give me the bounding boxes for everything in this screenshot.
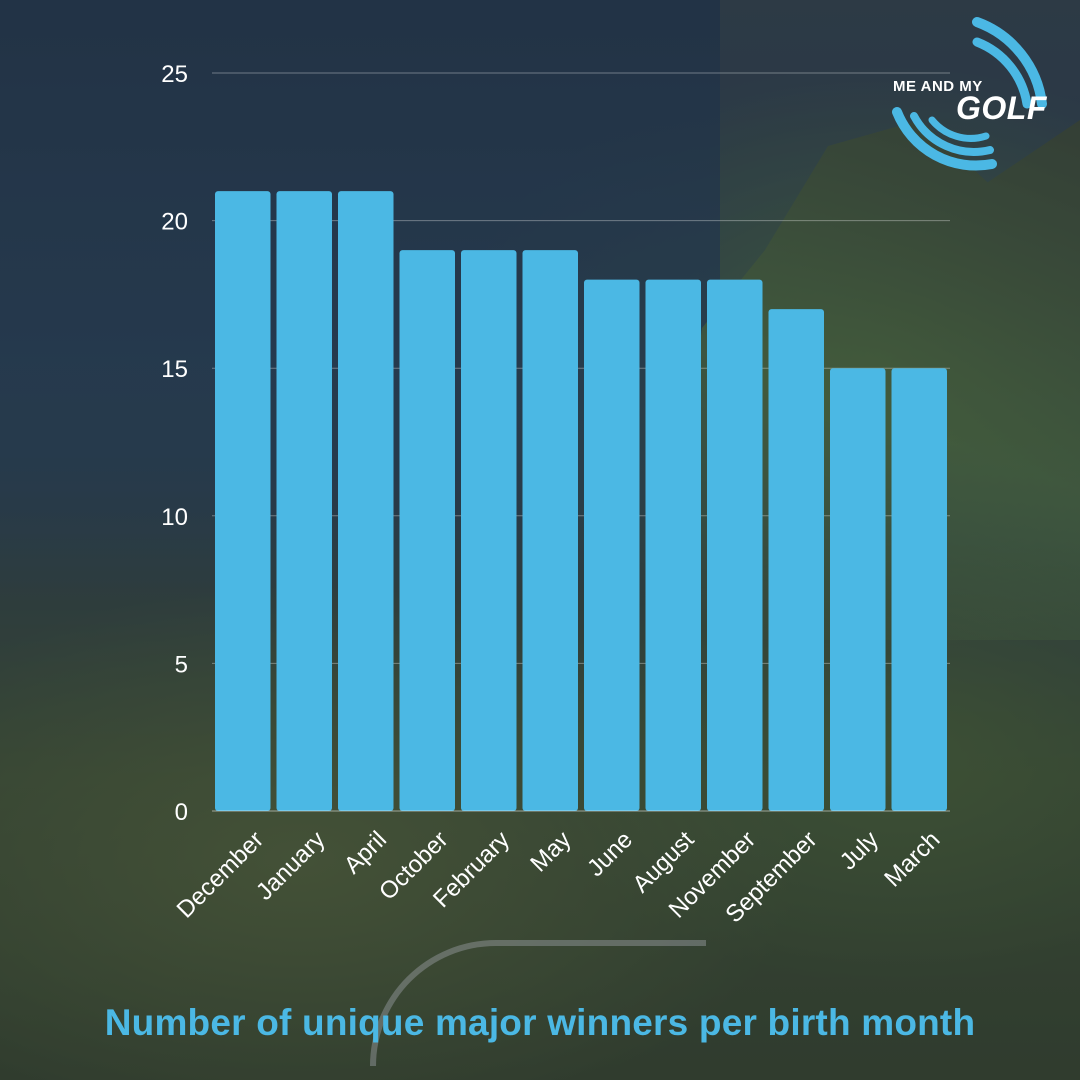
bar-march [891, 368, 947, 811]
y-tick-label: 0 [175, 799, 188, 826]
y-axis-tick-labels: 0 5 10 15 20 25 [161, 61, 188, 826]
me-and-my-golf-logo [892, 17, 1047, 171]
bar-may [522, 250, 578, 811]
bar-january [276, 191, 332, 811]
x-tick-label-june: June [582, 826, 638, 882]
bar-august [645, 279, 701, 811]
logo-text-me-and-my: ME AND MY [893, 78, 983, 95]
x-tick-label-april: April [339, 826, 392, 879]
x-tick-label-march: March [879, 826, 945, 892]
y-tick-label: 20 [161, 209, 188, 236]
chart-title: Number of unique major winners per birth… [104, 1002, 976, 1043]
y-tick-label: 10 [161, 504, 188, 531]
bar-september [768, 309, 824, 811]
gridlines [212, 72, 950, 664]
bars [215, 191, 947, 811]
bar-june [584, 279, 640, 811]
logo-text-golf: GOLF [956, 90, 1047, 126]
bar-april [338, 191, 394, 811]
x-tick-label-july: July [835, 826, 884, 875]
y-tick-label: 5 [175, 651, 188, 678]
bar-july [830, 368, 886, 811]
bar-october [399, 250, 455, 811]
x-tick-label-may: May [525, 826, 576, 877]
bar-february [461, 250, 517, 811]
y-tick-label: 15 [161, 356, 188, 383]
bar-november [707, 279, 763, 811]
y-tick-label: 25 [161, 61, 188, 88]
x-tick-label-december: December [172, 826, 269, 923]
bar-december [215, 191, 271, 811]
x-tick-label-january: January [251, 826, 330, 905]
